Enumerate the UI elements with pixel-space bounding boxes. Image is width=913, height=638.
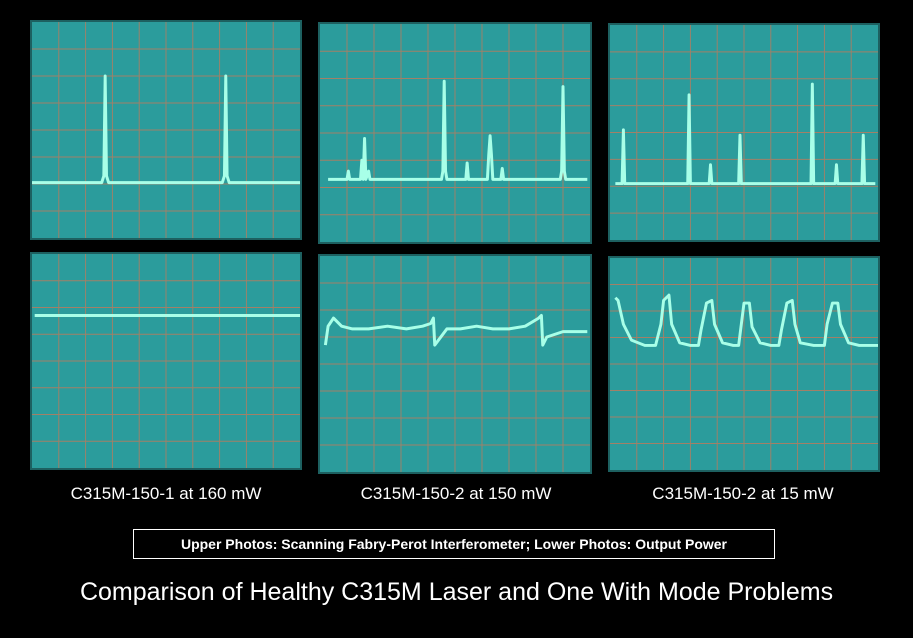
caption-3: C315M-150-2 at 15 mW	[652, 484, 834, 503]
trace	[32, 74, 300, 185]
trace	[328, 79, 588, 181]
main-title: Comparison of Healthy C315M Laser and On…	[79, 578, 834, 606]
graticule	[320, 256, 590, 472]
oscilloscope-screen	[32, 254, 300, 468]
graticule	[32, 22, 300, 238]
oscilloscope-screen	[320, 256, 590, 472]
oscilloscope-screen	[610, 258, 878, 470]
caption-2: C315M-150-2 at 150 mW	[360, 484, 552, 503]
graticule	[610, 25, 878, 240]
graticule	[610, 258, 878, 470]
legend-box: Upper Photos: Scanning Fabry-Perot Inter…	[133, 529, 775, 559]
caption-1: C315M-150-1 at 160 mW	[70, 484, 262, 503]
oscilloscope-screen	[32, 22, 300, 238]
oscilloscope-screen	[610, 25, 878, 240]
scope-top-2	[320, 24, 590, 242]
scope-bottom-1	[32, 254, 300, 468]
scope-top-3	[610, 25, 878, 240]
scope-top-1	[32, 22, 300, 238]
trace	[615, 82, 876, 186]
graticule	[320, 24, 590, 242]
oscilloscope-screen	[320, 24, 590, 242]
trace	[614, 293, 878, 347]
scope-bottom-3	[610, 258, 878, 470]
scope-bottom-2	[320, 256, 590, 472]
graticule	[32, 254, 300, 468]
trace	[323, 313, 588, 347]
